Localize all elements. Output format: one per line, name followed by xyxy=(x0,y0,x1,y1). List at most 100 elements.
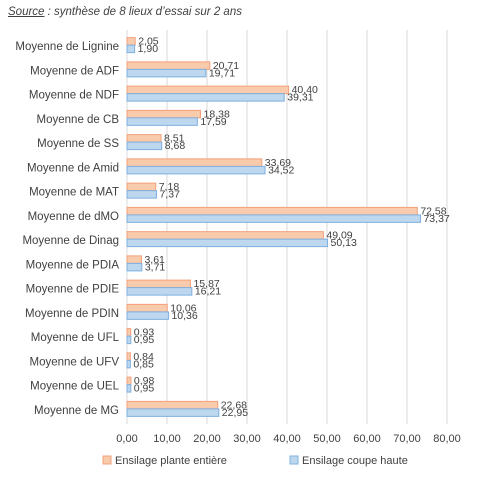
legend-label: Ensilage plante entière xyxy=(115,455,227,467)
data-label: 49,09 xyxy=(326,230,352,242)
bars xyxy=(126,37,421,417)
data-label: 16,21 xyxy=(195,286,221,298)
data-label: 10,06 xyxy=(170,302,196,314)
bar xyxy=(126,37,136,46)
data-label: 72,58 xyxy=(420,205,446,217)
data-label: 0,84 xyxy=(133,351,154,363)
category-label: Moyenne de Lignine xyxy=(15,41,119,53)
data-label: 0,85 xyxy=(133,358,154,370)
legend-label: Ensilage coupe haute xyxy=(302,455,408,467)
bar xyxy=(126,206,418,216)
bar xyxy=(126,408,220,417)
bar xyxy=(126,262,143,272)
bar xyxy=(126,158,263,167)
bar xyxy=(126,214,421,223)
category-label: Moyenne de PDIE xyxy=(26,284,120,296)
bar xyxy=(126,400,219,410)
x-tick-label: 60,00 xyxy=(353,433,381,445)
category-label: Moyenne de Amid xyxy=(27,162,119,174)
bar xyxy=(126,231,324,240)
legend-swatch xyxy=(102,455,112,465)
legend: Ensilage plante entière Ensilage coupe ha… xyxy=(102,455,408,467)
bar xyxy=(126,328,132,337)
bar xyxy=(126,376,132,386)
x-tick-label: 80,00 xyxy=(433,433,461,445)
bar xyxy=(126,311,169,320)
data-label: 10,36 xyxy=(171,310,197,322)
data-label: 0,93 xyxy=(134,327,155,339)
source-caption: Source : synthèse de 8 lieux d’essai sur… xyxy=(8,6,242,18)
data-label: 0,95 xyxy=(134,383,155,395)
data-label: 73,37 xyxy=(423,213,449,225)
bar xyxy=(126,68,207,78)
bar xyxy=(126,303,168,313)
bar xyxy=(126,117,198,126)
data-label: 50,13 xyxy=(331,237,357,249)
data-label: 1,90 xyxy=(138,43,159,55)
bar xyxy=(126,335,132,345)
data-label: 22,68 xyxy=(221,399,247,411)
data-label: 20,71 xyxy=(213,60,239,72)
bar xyxy=(126,85,290,95)
data-label: 40,40 xyxy=(292,84,318,96)
bar xyxy=(126,238,329,248)
bar xyxy=(126,141,163,151)
data-label: 18,38 xyxy=(204,108,230,120)
x-tick-label: 20,00 xyxy=(193,433,221,445)
bar xyxy=(126,255,142,264)
x-tick-label: 50,00 xyxy=(313,433,341,445)
x-tick-label: 70,00 xyxy=(393,433,421,445)
category-label: Moyenne de PDIN xyxy=(25,308,119,320)
bar xyxy=(126,165,266,175)
category-label: Moyenne de MAT xyxy=(29,187,119,199)
source-text: : synthèse de 8 lieux d’essai sur 2 ans xyxy=(44,6,242,18)
bar xyxy=(126,61,211,70)
source-word: Source xyxy=(8,6,45,18)
data-label: 0,98 xyxy=(134,375,155,387)
data-label: 19,71 xyxy=(209,67,235,79)
data-label: 8,51 xyxy=(164,133,185,145)
data-label: 15,87 xyxy=(193,278,219,290)
category-label: Moyenne de dMO xyxy=(28,211,119,223)
bar xyxy=(126,182,157,192)
bar xyxy=(126,287,193,296)
x-tick-label: 10,00 xyxy=(153,433,181,445)
data-label: 7,37 xyxy=(159,189,180,201)
bar xyxy=(126,134,162,143)
data-label: 2,05 xyxy=(138,36,159,48)
x-tick-label: 0,00 xyxy=(116,433,137,445)
bar xyxy=(126,384,132,393)
bar xyxy=(126,190,157,199)
bar xyxy=(126,352,131,361)
data-label: 3,71 xyxy=(145,261,166,273)
x-tick-label: 30,00 xyxy=(233,433,261,445)
category-label: Moyenne de UFV xyxy=(30,356,120,368)
category-label: Moyenne de UEL xyxy=(30,381,119,393)
data-label: 8,68 xyxy=(165,140,186,152)
data-label: 34,52 xyxy=(268,164,294,176)
category-label: Moyenne de MG xyxy=(34,405,119,417)
x-axis-ticks: 0,00 10,00 20,00 30,00 40,00 50,00 60,00 70,00 8… xyxy=(116,433,460,445)
data-label: 17,59 xyxy=(200,116,226,128)
legend-swatch xyxy=(289,455,299,465)
data-label: 3,61 xyxy=(144,254,165,266)
category-label: Moyenne de NDF xyxy=(29,90,119,102)
bar xyxy=(126,93,285,102)
bar xyxy=(126,359,131,369)
data-label: 7,18 xyxy=(159,181,180,193)
bar xyxy=(126,44,136,54)
category-label: Moyenne de PDIA xyxy=(26,259,120,271)
category-label: Moyenne de SS xyxy=(37,138,119,150)
data-label: 22,95 xyxy=(222,407,248,419)
category-label: Moyenne de UFL xyxy=(31,332,120,344)
data-label: 33,69 xyxy=(265,157,291,169)
category-labels: Moyenne de Lignine Moyenne de ADF Moyenne … xyxy=(15,41,119,417)
bar xyxy=(126,109,202,119)
category-label: Moyenne de CB xyxy=(37,114,120,126)
category-label: Moyenne de ADF xyxy=(30,65,119,77)
bar xyxy=(126,279,191,289)
x-tick-label: 40,00 xyxy=(273,433,301,445)
category-label: Moyenne de Dinag xyxy=(22,235,119,247)
